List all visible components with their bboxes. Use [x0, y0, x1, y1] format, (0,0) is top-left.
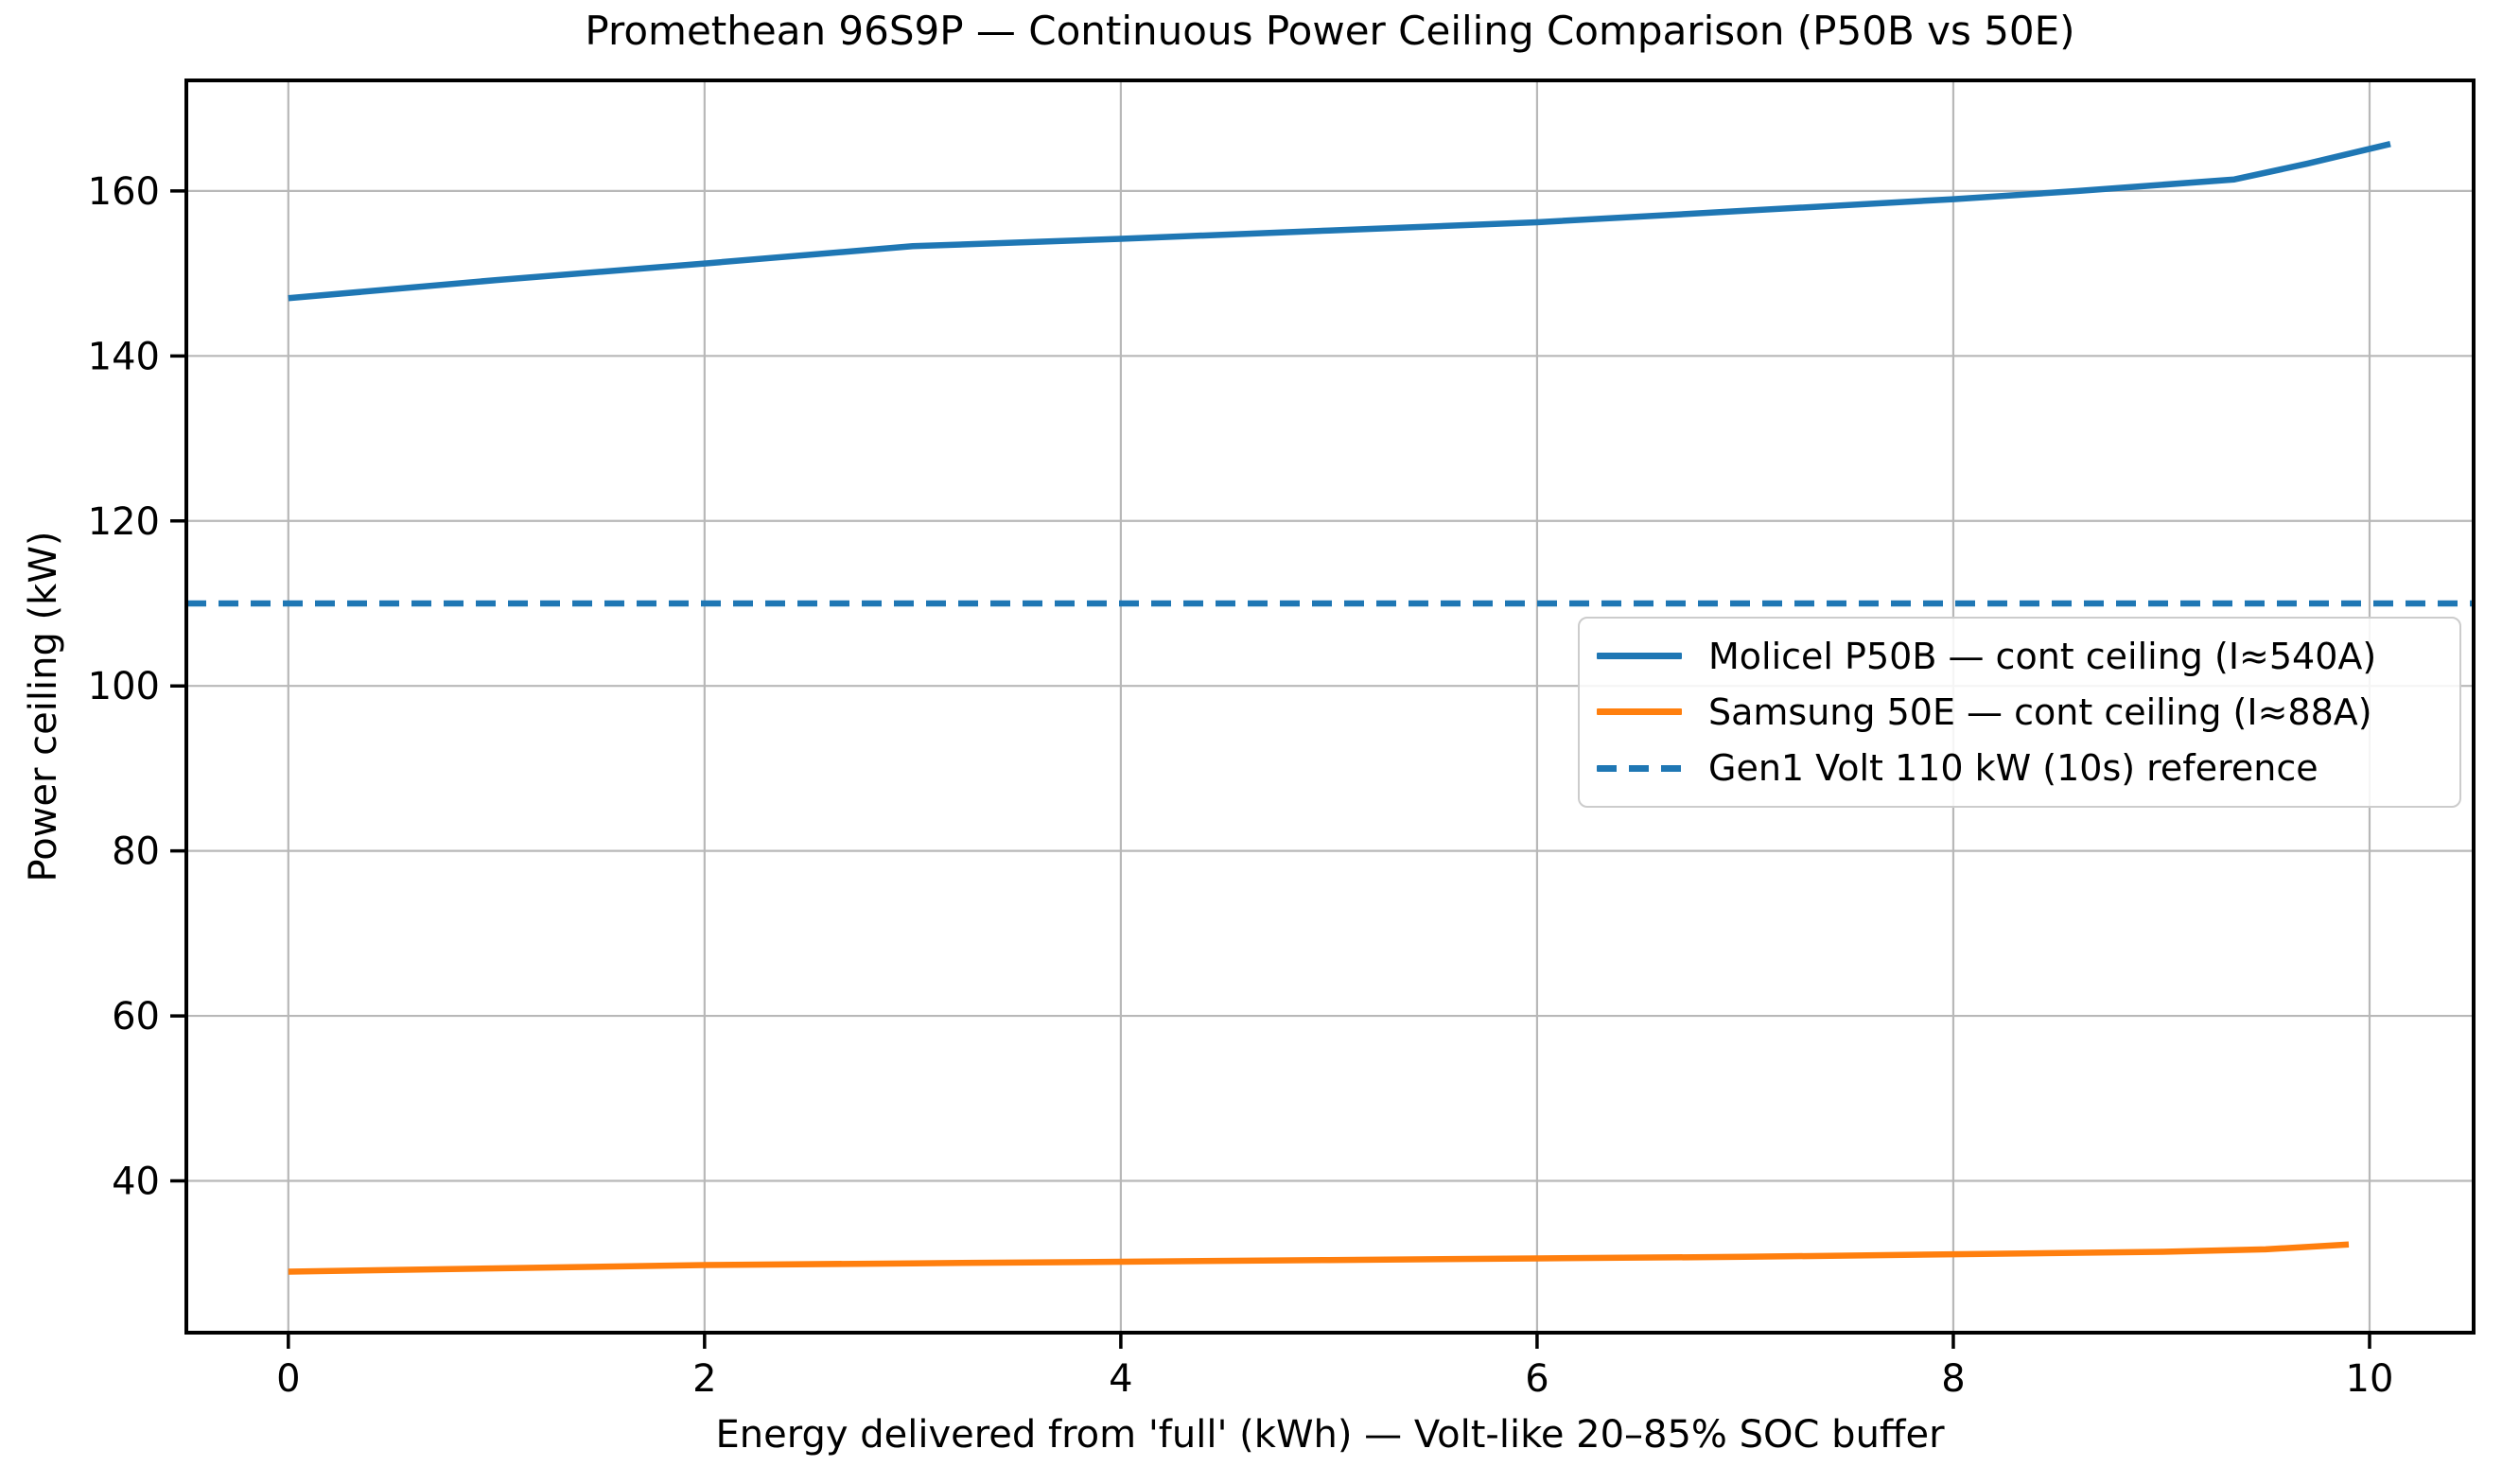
chart-title: Promethean 96S9P — Continuous Power Ceil…: [585, 8, 2075, 54]
y-tick-label: 120: [88, 500, 160, 544]
series-line-0: [288, 141, 2391, 302]
y-tick-label: 160: [88, 170, 160, 214]
legend-label: Samsung 50E — cont ceiling (I≈88A): [1708, 690, 2372, 733]
legend-line-sample-solid-orange: [1597, 708, 1682, 716]
axes-frame: [184, 79, 2476, 1335]
legend-entry-gen1-volt-reference: Gen1 Volt 110 kW (10s) reference: [1597, 741, 2442, 796]
x-tick-label: 6: [1525, 1357, 1548, 1401]
legend-entry-molicel-p50b: Molicel P50B — cont ceiling (I≈540A): [1597, 628, 2442, 684]
legend-line-sample-solid-blue: [1597, 653, 1682, 660]
y-tick-label: 60: [112, 995, 160, 1039]
legend: Molicel P50B — cont ceiling (I≈540A) Sam…: [1578, 617, 2461, 808]
legend-label: Molicel P50B — cont ceiling (I≈540A): [1708, 635, 2377, 677]
x-tick-label: 2: [692, 1357, 716, 1401]
y-tick-label: 80: [112, 830, 160, 874]
legend-line-sample-dashed-blue: [1597, 764, 1682, 772]
legend-entry-samsung-50e: Samsung 50E — cont ceiling (I≈88A): [1597, 684, 2442, 740]
series-line-1: [288, 1241, 2350, 1275]
y-tick-label: 40: [112, 1161, 160, 1204]
x-tick-label: 8: [1941, 1357, 1965, 1401]
x-tick-label: 10: [2346, 1357, 2394, 1401]
x-tick-label: 0: [276, 1357, 300, 1401]
x-axis-label: Energy delivered from 'full' (kWh) — Vol…: [715, 1413, 1945, 1457]
x-tick-label: 4: [1109, 1357, 1132, 1401]
legend-label: Gen1 Volt 110 kW (10s) reference: [1708, 747, 2318, 790]
y-tick-label: 140: [88, 335, 160, 378]
y-tick-label: 100: [88, 665, 160, 708]
